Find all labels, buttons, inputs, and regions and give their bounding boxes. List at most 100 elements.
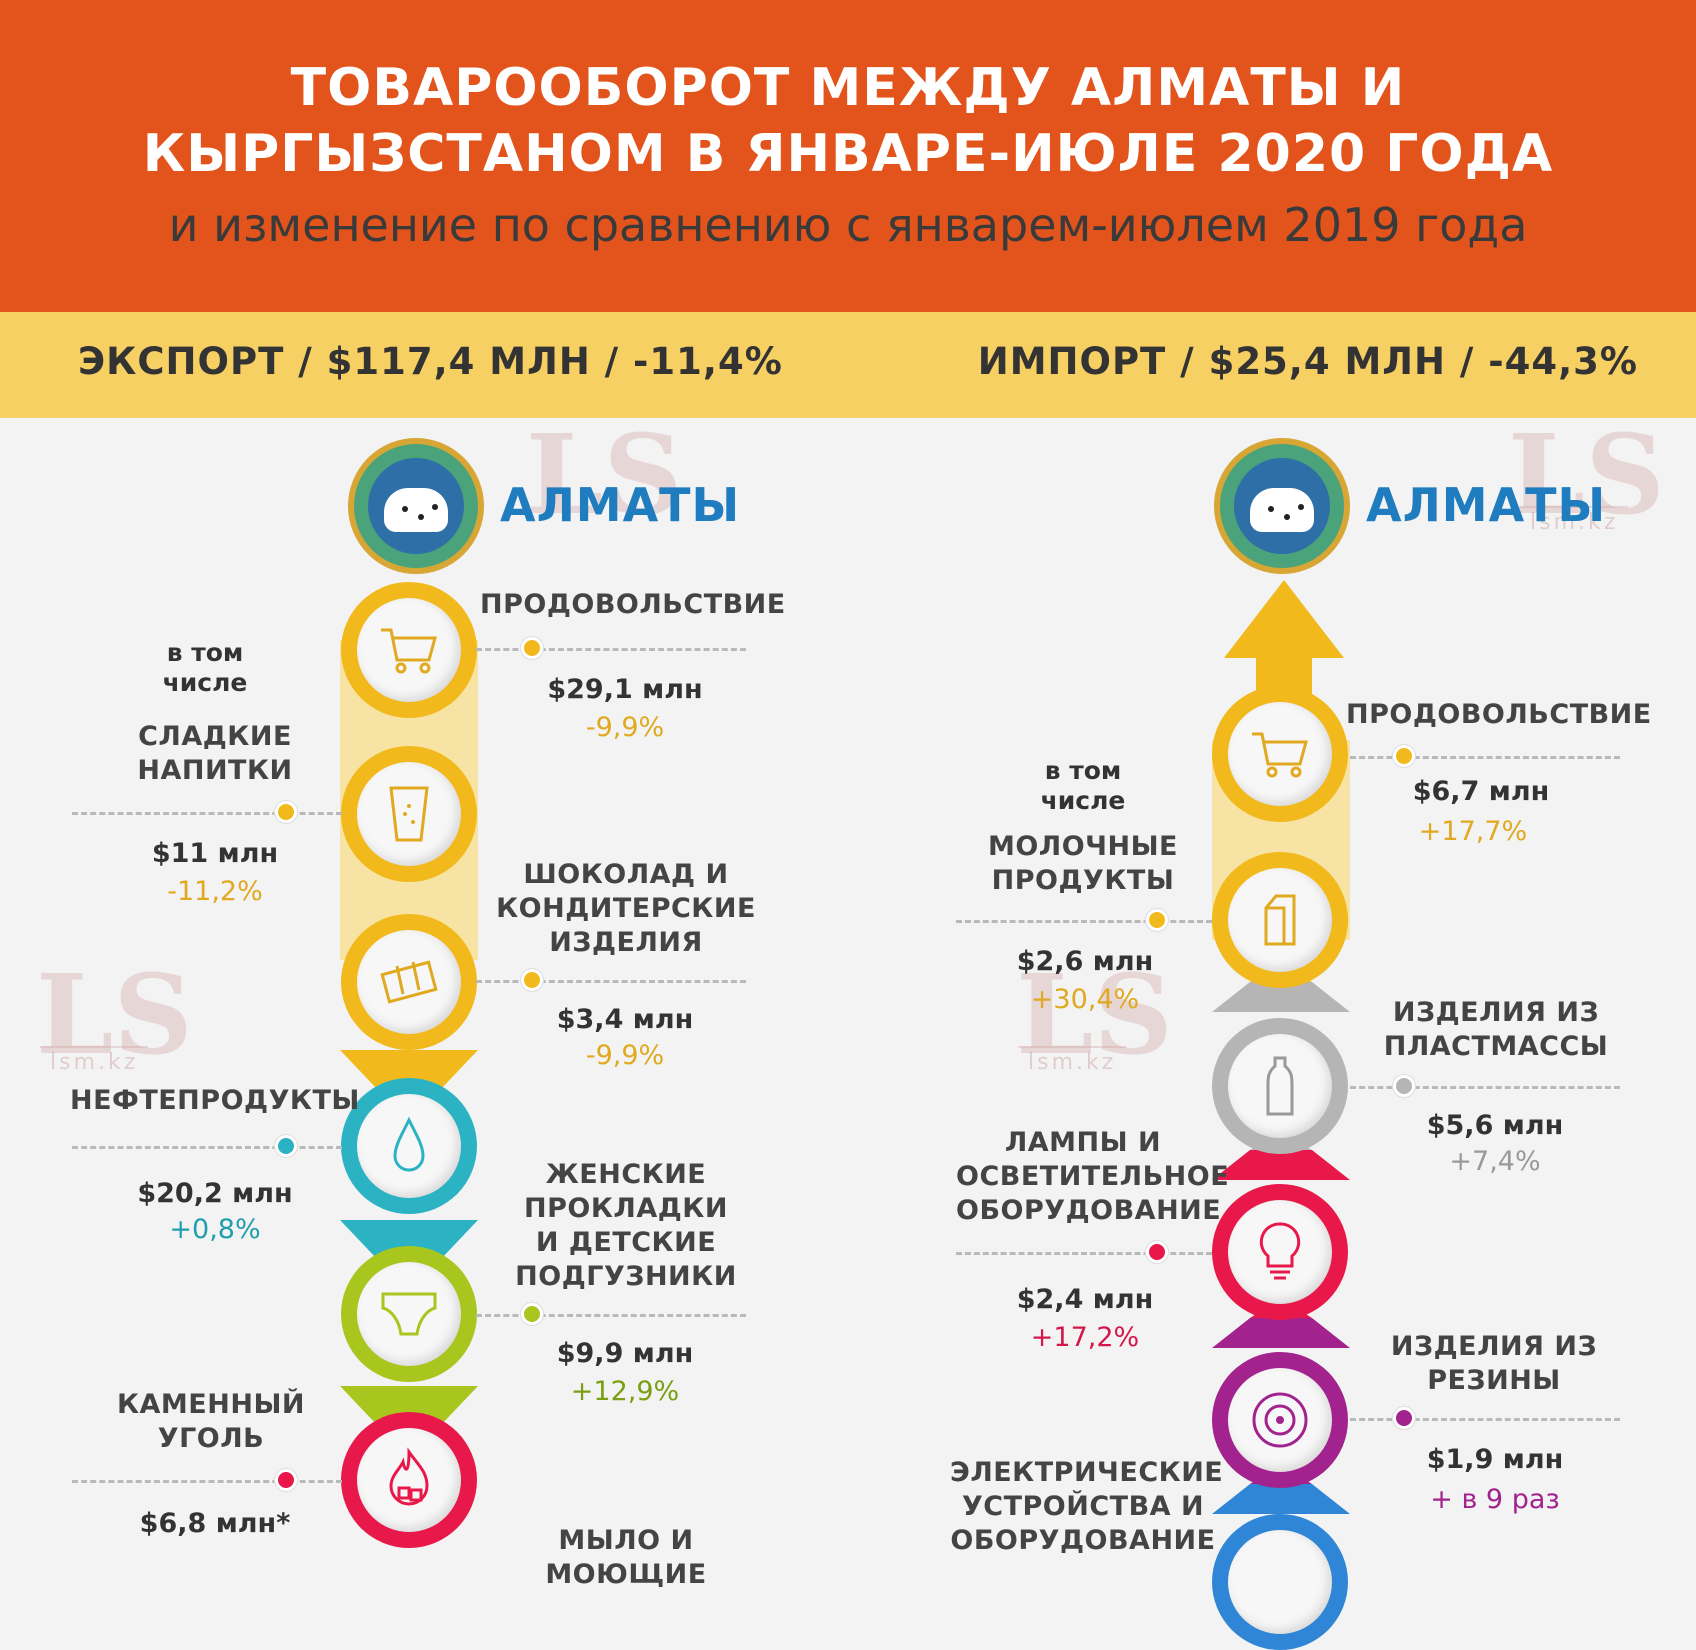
drop-icon bbox=[393, 1116, 425, 1172]
leader-line bbox=[1350, 1086, 1620, 1089]
import-item-ring bbox=[1212, 1352, 1348, 1488]
export-category: ШОКОЛАД И КОНДИТЕРСКИЕ ИЗДЕЛИЯ bbox=[496, 859, 756, 958]
export-value: $11 млн bbox=[151, 838, 279, 869]
lightbulb-icon bbox=[1259, 1222, 1301, 1280]
import-item-ring bbox=[1212, 1514, 1348, 1650]
shopping-cart-icon bbox=[381, 628, 437, 674]
city-name: АЛМАТЫ bbox=[1366, 478, 1607, 532]
marker-dot bbox=[521, 637, 543, 659]
bottle-icon bbox=[1266, 1056, 1294, 1116]
watermark-site: lsm.kz bbox=[40, 1046, 149, 1077]
marker-dot bbox=[521, 969, 543, 991]
import-category: ИЗДЕЛИЯ ИЗ РЕЗИНЫ bbox=[1390, 1331, 1598, 1396]
import-value: $5,6 млн bbox=[1426, 1110, 1564, 1141]
export-item-ring bbox=[341, 582, 477, 718]
import-value: $1,9 млн bbox=[1426, 1444, 1564, 1475]
export-item-ring bbox=[341, 746, 477, 882]
import-change: +30,4% bbox=[1030, 984, 1140, 1015]
subgroup-note: в том числе bbox=[1040, 756, 1126, 815]
import-item-ring bbox=[1212, 686, 1348, 822]
export-category: КАМЕННЫЙ УГОЛЬ bbox=[116, 1389, 306, 1454]
marker-dot bbox=[1146, 909, 1168, 931]
import-category: ЛАМПЫ И ОСВЕТИТЕЛЬНОЕ ОБОРУДОВАНИЕ bbox=[956, 1127, 1230, 1226]
tire-icon bbox=[1252, 1392, 1308, 1448]
watermark-logo: LS bbox=[1508, 410, 1665, 539]
watermark-logo: LS bbox=[36, 950, 193, 1079]
import-category: ПРОДОВОЛЬСТВИЕ bbox=[1346, 699, 1652, 730]
marker-dot bbox=[521, 1303, 543, 1325]
city-name: АЛМАТЫ bbox=[500, 478, 741, 532]
export-change: +12,9% bbox=[570, 1376, 680, 1407]
glass-icon bbox=[389, 786, 429, 842]
import-value: $2,6 млн bbox=[1016, 946, 1154, 977]
leader-line bbox=[476, 648, 746, 651]
import-item-ring bbox=[1212, 1018, 1348, 1154]
marker-dot bbox=[1393, 1407, 1415, 1429]
export-change: -9,9% bbox=[585, 712, 665, 743]
watermark-site: lsm.kz bbox=[1520, 506, 1629, 537]
watermark-logo: LS bbox=[526, 410, 683, 539]
marker-dot bbox=[1393, 1075, 1415, 1097]
leader-line bbox=[72, 812, 342, 815]
import-change: +17,2% bbox=[1030, 1322, 1140, 1353]
export-value: $20,2 млн bbox=[137, 1178, 293, 1209]
almaty-emblem-icon bbox=[1214, 438, 1350, 574]
import-change: +7,4% bbox=[1449, 1146, 1541, 1177]
export-value: $3,4 млн bbox=[556, 1004, 694, 1035]
export-category: ЖЕНСКИЕ ПРОКЛАДКИ И ДЕТСКИЕ ПОДГУЗНИКИ bbox=[515, 1159, 737, 1292]
subgroup-note: в том числе bbox=[162, 638, 248, 697]
export-item-ring bbox=[341, 1246, 477, 1382]
export-summary: ЭКСПОРТ / $117,4 МЛН / -11,4% bbox=[78, 340, 783, 383]
import-change: + в 9 раз bbox=[1430, 1484, 1560, 1515]
leader-line bbox=[956, 1252, 1212, 1255]
leader-line bbox=[956, 920, 1212, 923]
import-category: ИЗДЕЛИЯ ИЗ ПЛАСТМАССЫ bbox=[1383, 997, 1609, 1062]
watermark-logo: LS bbox=[1016, 950, 1173, 1079]
import-item-ring bbox=[1212, 852, 1348, 988]
export-item-ring bbox=[341, 914, 477, 1050]
arrow-up-icon bbox=[1224, 580, 1344, 700]
header-banner: ТОВАРООБОРОТ МЕЖДУ АЛМАТЫ И КЫРГЫЗСТАНОМ… bbox=[0, 0, 1696, 312]
chocolate-icon bbox=[380, 960, 438, 1004]
export-change: +0,8% bbox=[169, 1214, 261, 1245]
export-category: МЫЛО И МОЮЩИЕ bbox=[545, 1525, 707, 1590]
main-area bbox=[0, 418, 1696, 1568]
title-line-1: ТОВАРООБОРОТ МЕЖДУ АЛМАТЫ И bbox=[290, 58, 1406, 118]
leader-line bbox=[72, 1480, 342, 1483]
marker-dot bbox=[275, 1135, 297, 1157]
import-value: $2,4 млн bbox=[1016, 1284, 1154, 1315]
export-category: СЛАДКИЕ НАПИТКИ bbox=[137, 721, 293, 786]
marker-dot bbox=[275, 801, 297, 823]
marker-dot bbox=[275, 1469, 297, 1491]
import-change: +17,7% bbox=[1418, 816, 1528, 847]
shopping-cart-icon bbox=[1252, 732, 1308, 778]
subtitle: и изменение по сравнению с январем-июлем… bbox=[168, 198, 1528, 252]
leader-line bbox=[1350, 1418, 1620, 1421]
export-item-ring bbox=[341, 1078, 477, 1214]
title-line-2: КЫРГЫЗСТАНОМ В ЯНВАРЕ-ИЮЛЕ 2020 ГОДА bbox=[142, 124, 1554, 184]
leader-line bbox=[476, 1314, 746, 1317]
export-value: $9,9 млн bbox=[556, 1338, 694, 1369]
export-value: $29,1 млн bbox=[547, 674, 703, 705]
export-change: -9,9% bbox=[585, 1040, 665, 1071]
diaper-icon bbox=[381, 1292, 437, 1336]
export-category: ПРОДОВОЛЬСТВИЕ bbox=[480, 589, 786, 620]
marker-dot bbox=[1393, 745, 1415, 767]
leader-line bbox=[72, 1146, 342, 1149]
import-category: ЭЛЕКТРИЧЕСКИЕ УСТРОЙСТВА И ОБОРУДОВАНИЕ bbox=[950, 1457, 1224, 1556]
leader-line bbox=[1350, 756, 1620, 759]
export-value: $6,8 млн* bbox=[139, 1508, 291, 1539]
almaty-emblem-icon bbox=[348, 438, 484, 574]
import-value: $6,7 млн bbox=[1412, 776, 1550, 807]
leader-line bbox=[476, 980, 746, 983]
export-category: НЕФТЕПРОДУКТЫ bbox=[70, 1085, 360, 1116]
import-summary: ИМПОРТ / $25,4 МЛН / -44,3% bbox=[977, 340, 1638, 383]
watermark-site: lsm.kz bbox=[1018, 1046, 1127, 1077]
export-change: -11,2% bbox=[167, 876, 263, 907]
marker-dot bbox=[1146, 1241, 1168, 1263]
coal-fire-icon bbox=[389, 1447, 429, 1506]
export-item-ring bbox=[341, 1412, 477, 1548]
import-item-ring bbox=[1212, 1184, 1348, 1320]
import-category: МОЛОЧНЫЕ ПРОДУКТЫ bbox=[987, 831, 1179, 896]
summary-band bbox=[0, 312, 1696, 418]
